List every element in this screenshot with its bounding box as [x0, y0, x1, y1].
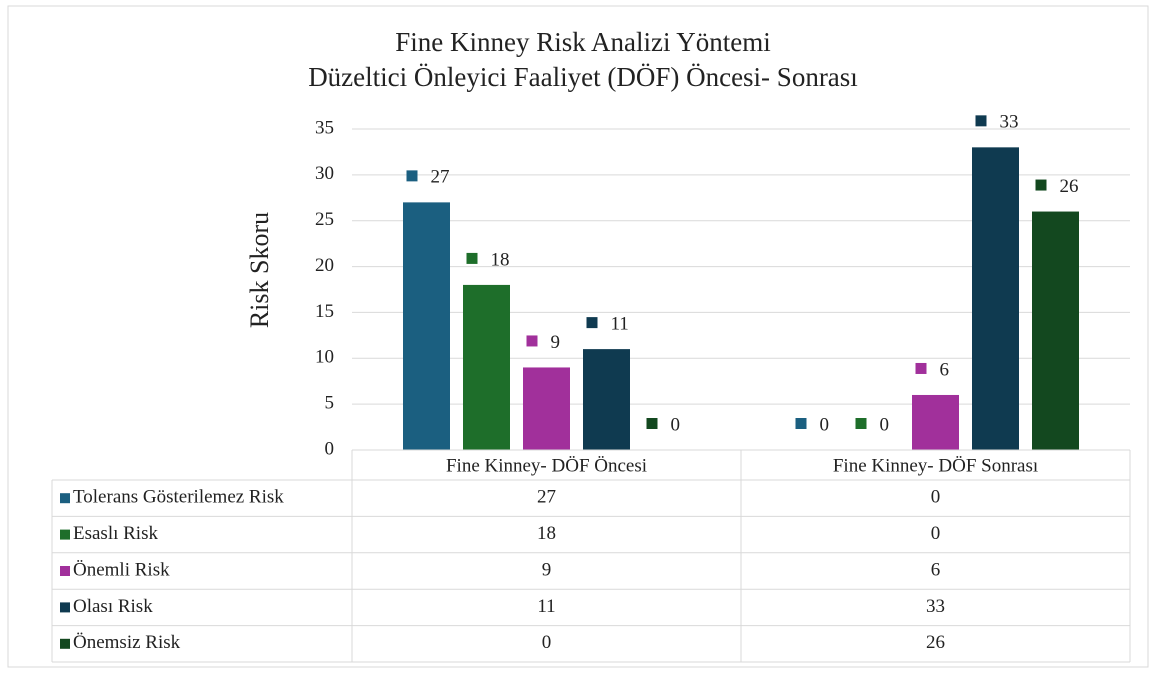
- data-label: 0: [820, 414, 830, 435]
- chart-border: [7, 5, 1149, 668]
- chart-subtitle: Düzeltici Önleyici Faaliyet (DÖF) Öncesi…: [308, 62, 858, 92]
- y-axis-label: Risk Skoru: [245, 212, 274, 328]
- y-tick-label: 30: [315, 163, 334, 184]
- bar: [972, 147, 1019, 451]
- table-value: 11: [537, 596, 555, 617]
- data-label: 27: [431, 167, 450, 188]
- data-label: 9: [551, 332, 561, 353]
- data-label: 18: [491, 249, 510, 270]
- y-tick-label: 15: [315, 301, 334, 322]
- data-label-key: [1035, 179, 1047, 191]
- table-value: 6: [931, 559, 941, 580]
- y-tick-label: 20: [315, 255, 334, 276]
- legend-label: Önemli Risk: [73, 559, 170, 580]
- y-tick-label: 5: [325, 393, 335, 414]
- data-label-key: [586, 317, 598, 329]
- legend-label: Tolerans Gösterilemez Risk: [73, 487, 284, 508]
- legend-label: Önemsiz Risk: [73, 632, 181, 653]
- data-label-key: [855, 418, 867, 429]
- data-label: 33: [1000, 112, 1019, 133]
- x-tick-label: Fine Kinney- DÖF Sonrası: [833, 455, 1038, 476]
- table-value: 0: [931, 523, 941, 544]
- data-label: 0: [671, 414, 681, 435]
- data-label-key: [526, 335, 538, 347]
- legend-key: [60, 566, 70, 576]
- bar: [583, 349, 630, 450]
- data-label-key: [466, 252, 478, 264]
- y-tick-label: 10: [315, 347, 334, 368]
- y-tick-label: 35: [315, 117, 334, 138]
- bar: [403, 202, 450, 450]
- bar: [1032, 211, 1079, 450]
- data-label-key: [795, 418, 807, 429]
- legend-key: [60, 529, 70, 540]
- legend-label: Esaslı Risk: [73, 523, 158, 544]
- y-tick-label: 25: [315, 209, 334, 230]
- table-value: 0: [542, 632, 552, 653]
- data-label-key: [975, 115, 987, 127]
- y-tick-label: 0: [325, 438, 335, 459]
- data-label: 0: [880, 414, 890, 435]
- data-label: 26: [1060, 176, 1079, 197]
- legend-label: Olası Risk: [73, 596, 153, 617]
- chart-title: Fine Kinney Risk Analizi Yöntemi: [395, 27, 770, 57]
- x-tick-label: Fine Kinney- DÖF Öncesi: [446, 455, 647, 476]
- legend-key: [60, 493, 70, 504]
- bar: [463, 284, 510, 450]
- table-value: 0: [931, 487, 941, 508]
- data-label-key: [915, 362, 927, 374]
- data-label: 6: [940, 359, 950, 380]
- table-value: 33: [926, 596, 945, 617]
- table-value: 9: [542, 559, 552, 580]
- data-label-key: [646, 418, 658, 429]
- data-label-key: [406, 170, 418, 182]
- data-label: 11: [611, 313, 629, 334]
- legend-key: [60, 638, 70, 649]
- bar: [912, 394, 959, 450]
- table-value: 27: [537, 487, 556, 508]
- table-value: 26: [926, 632, 945, 653]
- legend-key: [60, 602, 70, 613]
- bar: [523, 367, 570, 450]
- table-value: 18: [537, 523, 556, 544]
